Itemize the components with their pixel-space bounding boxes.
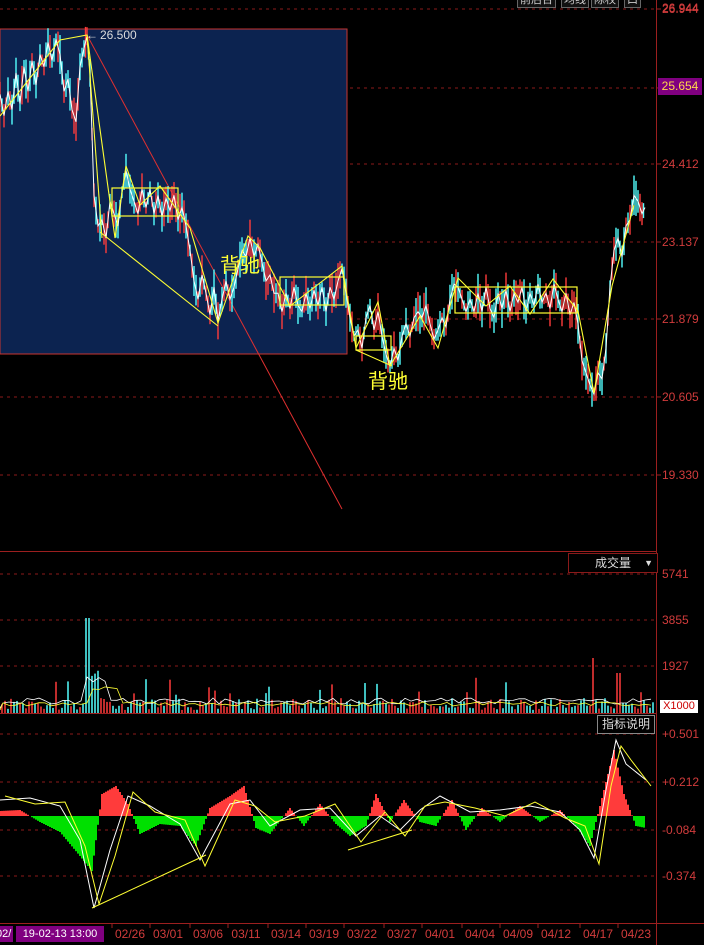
macd-tick-label: +0.501 xyxy=(662,727,699,741)
macd-divergence-line xyxy=(347,829,413,851)
price-tick-label: 20.605 xyxy=(662,390,699,404)
ex-rights-button[interactable]: 除权 xyxy=(591,0,619,8)
zigzag-segment xyxy=(86,34,103,239)
cursor-price-label: 25.654 xyxy=(658,78,702,95)
x-date-label: 03/14 xyxy=(271,927,301,941)
window-button[interactable]: 口 xyxy=(624,0,641,8)
divergence-line xyxy=(99,231,219,327)
x-date-label: 03/22 xyxy=(347,927,377,941)
pivot-zone-box xyxy=(111,187,179,217)
price-tick-label: 21.879 xyxy=(662,312,699,326)
x-date-label: 02/26 xyxy=(115,927,145,941)
price-tick-label: 19.330 xyxy=(662,468,699,482)
x-date-label: 03/11 xyxy=(231,927,260,941)
x-date-label: 04/17 xyxy=(583,927,613,941)
high-price-label: 26.500 xyxy=(100,28,137,42)
divergence-line xyxy=(355,349,393,367)
price-tick-label: 26.944 xyxy=(662,2,699,16)
price-tick-label-top: 26.944 xyxy=(662,1,699,15)
x-date-label: 04/09 xyxy=(503,927,533,941)
x-date-label: 03/19 xyxy=(309,927,339,941)
macd-divergence-line xyxy=(91,854,207,909)
price-tick-label: 23.137 xyxy=(662,235,699,249)
chevron-down-icon: ▼ xyxy=(644,558,653,568)
price-tick-label: 24.412 xyxy=(662,157,699,171)
pivot-zone-box xyxy=(454,286,578,314)
volume-ma-white xyxy=(0,676,652,709)
cursor-date-label: 19-02-13 13:00 xyxy=(16,926,104,942)
pivot-zone-box xyxy=(279,276,345,306)
macd-dif-line xyxy=(0,738,647,909)
x-date-label: 03/06 xyxy=(193,927,223,941)
volume-tick-label: 3855 xyxy=(662,613,689,627)
x-date-label: 04/04 xyxy=(465,927,495,941)
divergence-label: 背驰 xyxy=(368,370,408,393)
moving-average-button[interactable]: 均线 xyxy=(561,0,589,8)
volume-tick-label: 5741 xyxy=(662,567,689,581)
x-axis-cut-date: 02/ xyxy=(0,926,14,942)
high-price-arrow: ← xyxy=(86,28,98,42)
indicator-help-button[interactable]: 指标说明 xyxy=(597,715,655,734)
volume-unit-badge: X1000 xyxy=(660,700,698,713)
toggle-front-back-button[interactable]: 前后台 xyxy=(517,0,556,8)
x-date-label: 04/12 xyxy=(541,927,571,941)
x-date-label: 04/01 xyxy=(425,927,455,941)
macd-tick-label: +0.212 xyxy=(662,775,699,789)
x-date-label: 03/01 xyxy=(153,927,183,941)
volume-indicator-selector[interactable]: 成交量 ▼ xyxy=(568,553,658,573)
macd-tick-label: -0.374 xyxy=(662,869,696,883)
volume-tick-label: 1927 xyxy=(662,659,689,673)
volume-selector-label: 成交量 xyxy=(594,556,631,570)
x-date-label: 03/27 xyxy=(387,927,417,941)
macd-tick-label: -0.084 xyxy=(662,823,696,837)
price-line xyxy=(0,36,646,396)
pivot-zone-box xyxy=(355,335,392,351)
volume-ma-yellow xyxy=(0,686,652,711)
divergence-label: 背驰 xyxy=(220,254,260,277)
macd-dea-line xyxy=(4,744,652,906)
x-date-label: 04/23 xyxy=(621,927,651,941)
